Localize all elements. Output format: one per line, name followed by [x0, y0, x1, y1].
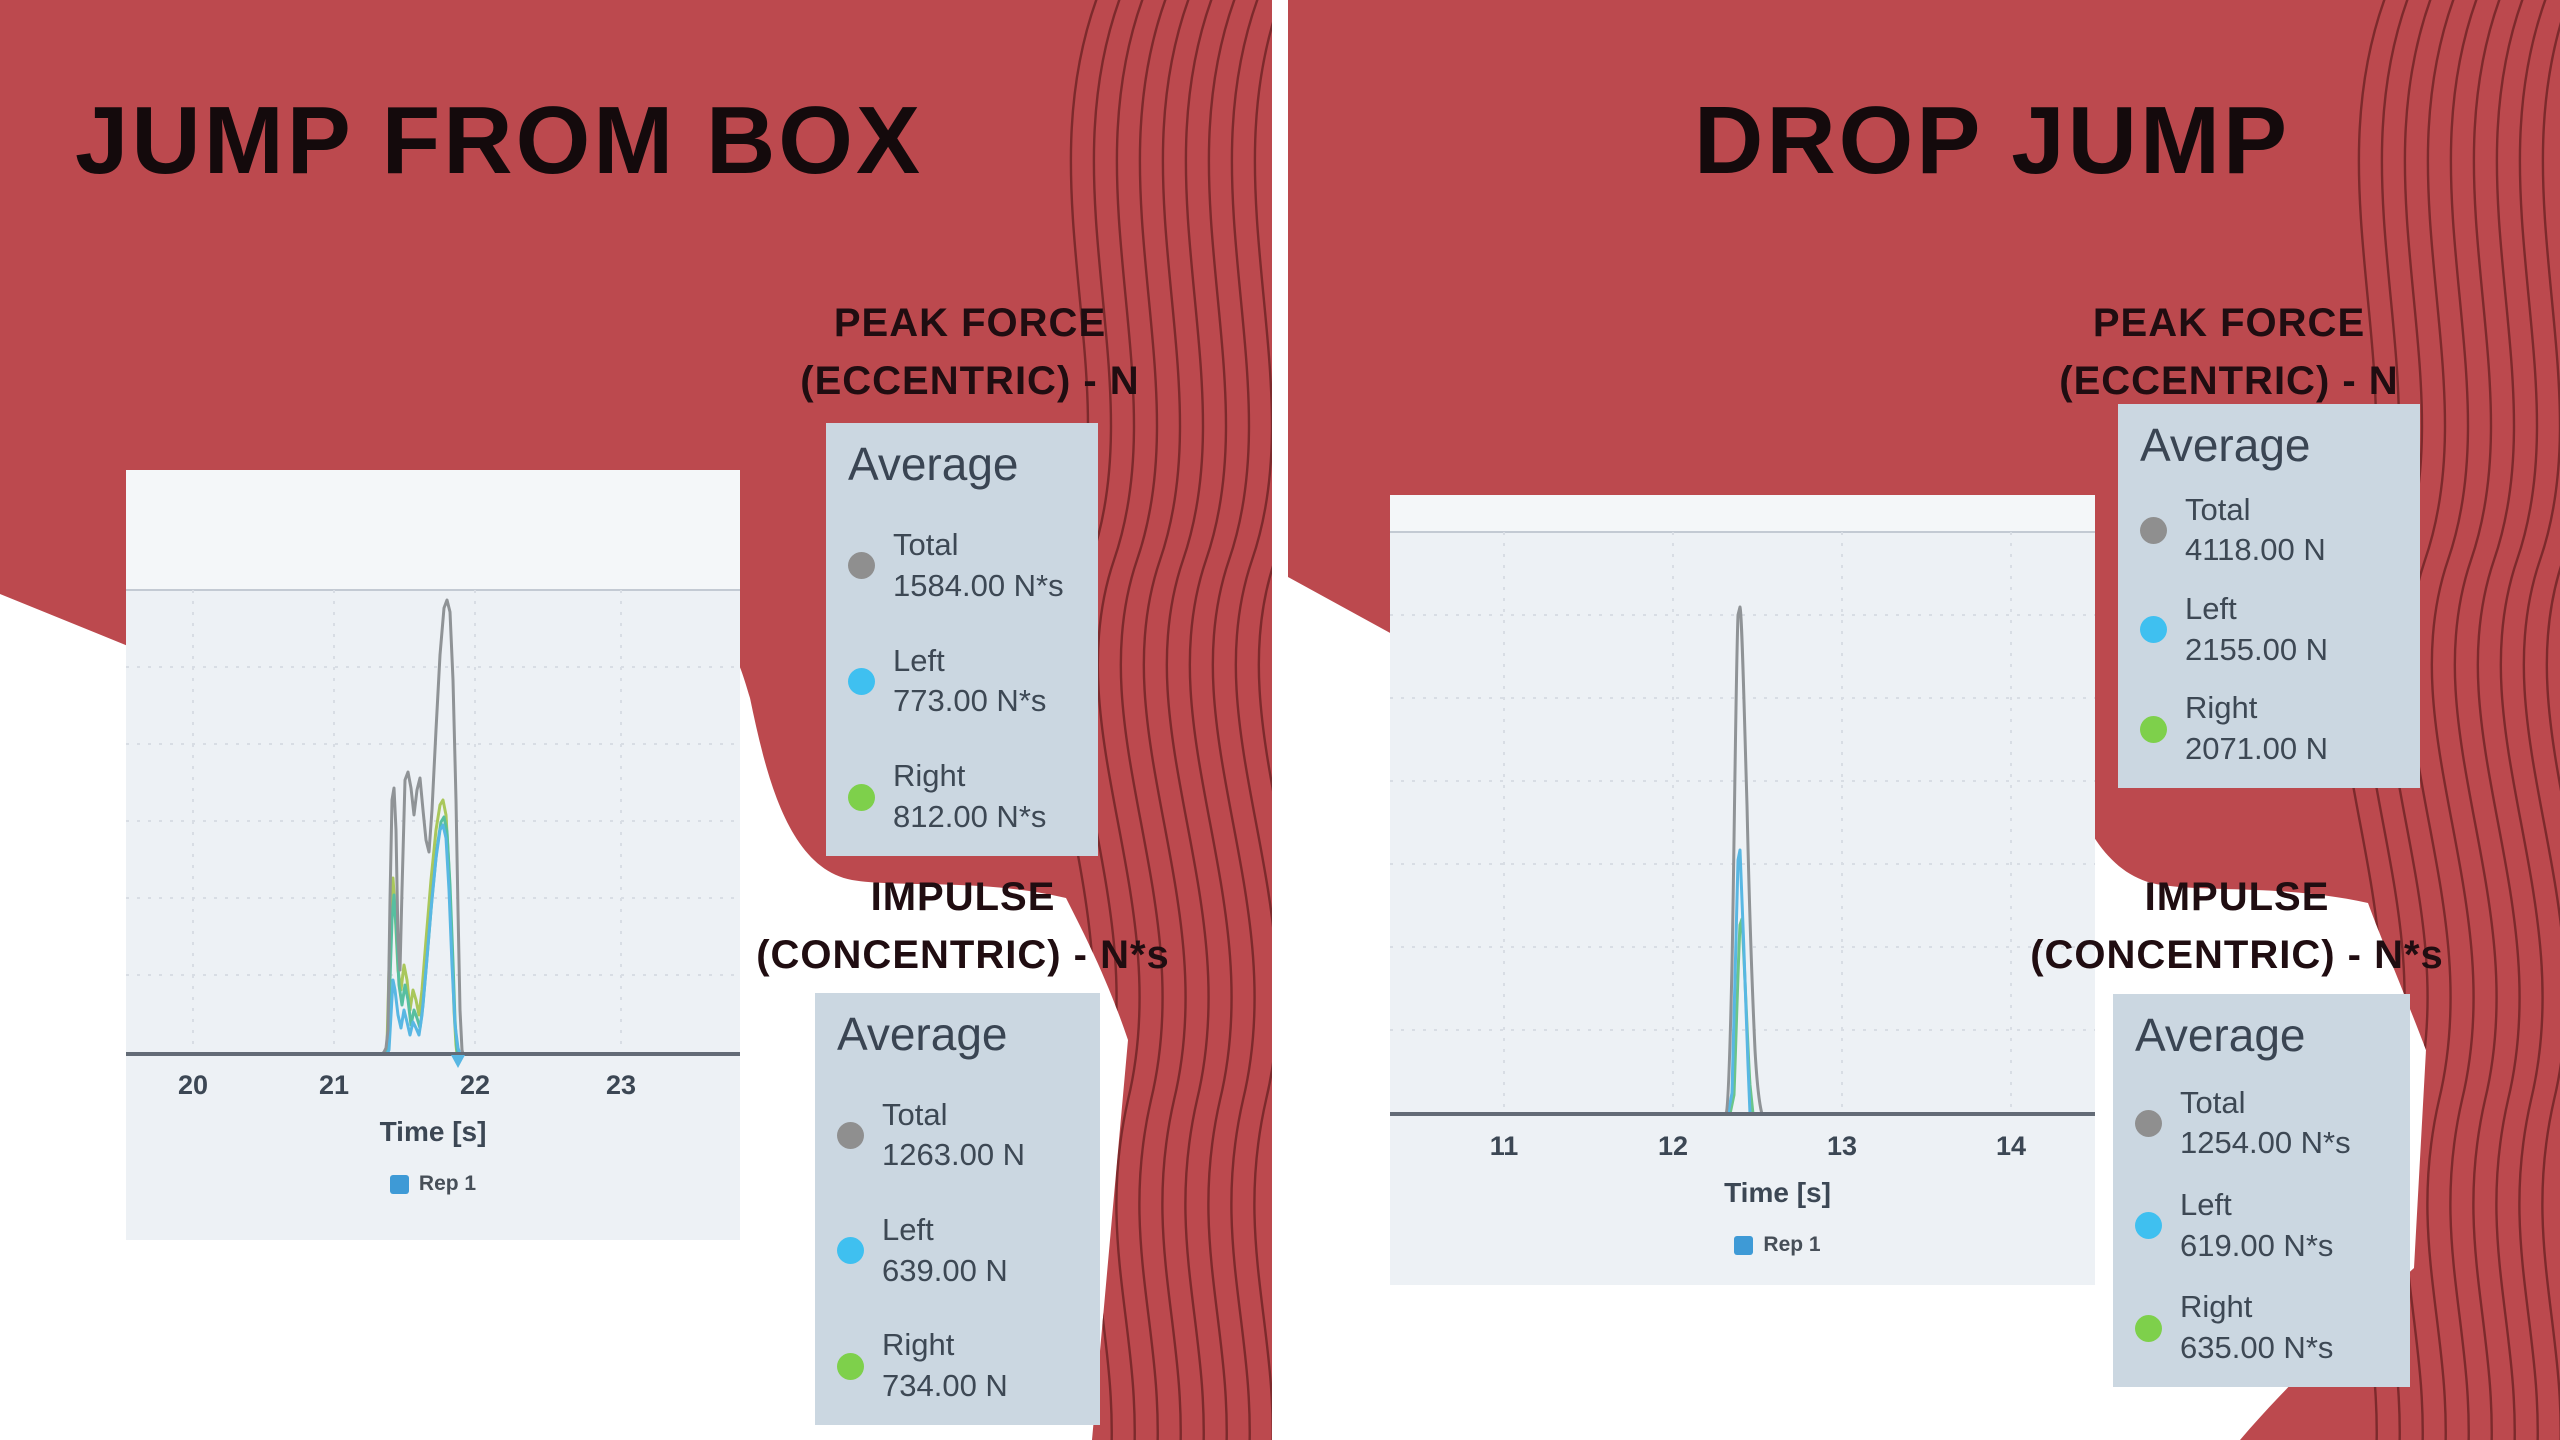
stat-value: 4118.00 N: [2185, 532, 2326, 568]
stat-row-total: Total 1263.00 N: [837, 1095, 1078, 1177]
x-tick-label: 14: [1995, 1131, 2027, 1161]
legend-label: Rep 1: [1763, 1233, 1821, 1256]
chart-legend: Rep 1: [1460, 1233, 2095, 1257]
data-series: [1390, 605, 2095, 1116]
stat-label: Total: [2180, 1084, 2246, 1120]
stat-value: 635.00 N*s: [2180, 1330, 2334, 1366]
stat-value: 1263.00 N: [882, 1137, 1026, 1173]
left-dot-icon: [848, 667, 875, 695]
x-tick-label: 22: [459, 1070, 491, 1100]
page-title: JUMP FROM BOX: [75, 87, 923, 194]
x-tick-label: 23: [605, 1070, 637, 1100]
stat-label: Left: [2185, 590, 2237, 626]
stat-box-title: Average: [2135, 1009, 2306, 1061]
legend-swatch: [1734, 1235, 1754, 1255]
chart-plot-area: [1390, 495, 2095, 1285]
stat-row-left: Left 2155.00 N: [2140, 589, 2398, 671]
data-series: [126, 598, 740, 1056]
stat-box-title: Average: [2140, 419, 2311, 471]
red-background-wave-shape: [1288, 0, 2560, 1440]
right-dot-icon: [2135, 1314, 2162, 1342]
panel-drop-jump: DROP JUMP: [1288, 0, 2560, 1440]
legend-swatch: [389, 1174, 409, 1194]
stat-row-total: Total 1254.00 N*s: [2135, 1083, 2388, 1165]
x-tick-label: 20: [177, 1070, 209, 1100]
stat-row-left: Left 639.00 N: [837, 1210, 1078, 1292]
x-axis-title: Time [s]: [379, 1116, 487, 1147]
x-tick-label: 11: [1489, 1131, 1519, 1161]
stat-label: Total: [2185, 491, 2251, 527]
stat-row-right: Right 734.00 N: [837, 1325, 1078, 1407]
stat-row-right: Right 2071.00 N: [2140, 688, 2398, 770]
chart-plot-area: [126, 470, 740, 1240]
chart-legend: Rep 1: [126, 1172, 740, 1196]
stat-value: 773.00 N*s: [893, 683, 1047, 719]
series-left-line: [126, 823, 740, 1056]
series-total-line: [1390, 605, 2095, 1116]
stat-row-left: Left 619.00 N*s: [2135, 1185, 2388, 1267]
panel-jump-from-box: JUMP FROM BOX: [0, 0, 1272, 1440]
stat-row-right: Right 635.00 N*s: [2135, 1287, 2388, 1369]
series-left-line: [1390, 848, 2095, 1116]
metric-heading-peak-force: PEAK FORCE (ECCENTRIC) - N: [2059, 301, 2399, 403]
stat-box-title: Average: [837, 1008, 1008, 1060]
stat-box-peak-force: Average Total 4118.00 N Left 2155.00 N R…: [2118, 404, 2420, 788]
total-dot-icon: [837, 1121, 864, 1149]
stat-value: 619.00 N*s: [2180, 1227, 2334, 1263]
force-time-chart: 20 21 22 23 Time [s] Rep 1: [126, 470, 740, 1240]
stat-value: 812.00 N*s: [893, 799, 1047, 835]
red-background-wave-shape: [0, 0, 1272, 1440]
stat-value: 734.00 N: [882, 1368, 1008, 1404]
stat-row-total: Total 1584.00 N*s: [848, 525, 1076, 607]
stat-label: Right: [2185, 690, 2258, 726]
stat-row-total: Total 4118.00 N: [2140, 490, 2398, 572]
stat-value: 1254.00 N*s: [2180, 1125, 2351, 1161]
metric-heading-peak-force: PEAK FORCE (ECCENTRIC) - N: [800, 301, 1140, 403]
stat-label: Left: [882, 1211, 934, 1247]
stat-label: Right: [882, 1327, 955, 1363]
stat-value: 639.00 N: [882, 1252, 1008, 1288]
stat-label: Total: [893, 526, 959, 562]
stat-label: Left: [893, 642, 945, 678]
metric-heading-impulse: IMPULSE (CONCENTRIC) - N*s: [2030, 875, 2444, 977]
panel-background-shape: [1288, 0, 2560, 1440]
event-marker-arrow: [451, 1055, 465, 1068]
stat-label: Right: [893, 758, 966, 794]
force-time-chart: 11 12 13 14 Time [s] Rep 1: [1390, 495, 2095, 1285]
series-total-line: [126, 598, 740, 1056]
stat-row-left: Left 773.00 N*s: [848, 641, 1076, 723]
x-tick-label: 13: [1826, 1131, 1858, 1161]
x-tick-label: 21: [318, 1070, 350, 1100]
stat-box-impulse: Average Total 1263.00 N Left 639.00 N Ri…: [815, 993, 1100, 1425]
metric-heading-impulse: IMPULSE (CONCENTRIC) - N*s: [756, 875, 1170, 977]
stat-box-title: Average: [848, 438, 1019, 490]
left-dot-icon: [2135, 1212, 2162, 1240]
left-dot-icon: [837, 1237, 864, 1265]
stat-label: Total: [882, 1096, 948, 1132]
stat-box-impulse: Average Total 1254.00 N*s Left 619.00 N*…: [2113, 994, 2410, 1387]
gridlines: [126, 590, 740, 1054]
stat-label: Right: [2180, 1289, 2253, 1325]
stat-box-peak-force: Average Total 1584.00 N*s Left 773.00 N*…: [826, 423, 1098, 856]
right-dot-icon: [837, 1352, 864, 1380]
stat-value: 1584.00 N*s: [893, 567, 1064, 603]
right-dot-icon: [848, 783, 875, 811]
stat-label: Left: [2180, 1186, 2232, 1222]
page-title: DROP JUMP: [1693, 87, 2290, 194]
total-dot-icon: [848, 552, 875, 580]
stat-value: 2071.00 N: [2185, 731, 2329, 767]
right-dot-icon: [2140, 715, 2167, 743]
total-dot-icon: [2135, 1109, 2162, 1137]
x-tick-label: 12: [1657, 1131, 1689, 1161]
stat-row-right: Right 812.00 N*s: [848, 756, 1076, 838]
legend-label: Rep 1: [418, 1172, 477, 1195]
panel-background-shape: [0, 0, 1272, 1440]
x-axis-title: Time [s]: [1724, 1177, 1831, 1208]
total-dot-icon: [2140, 516, 2167, 544]
left-dot-icon: [2140, 616, 2167, 644]
stat-value: 2155.00 N: [2185, 631, 2329, 667]
